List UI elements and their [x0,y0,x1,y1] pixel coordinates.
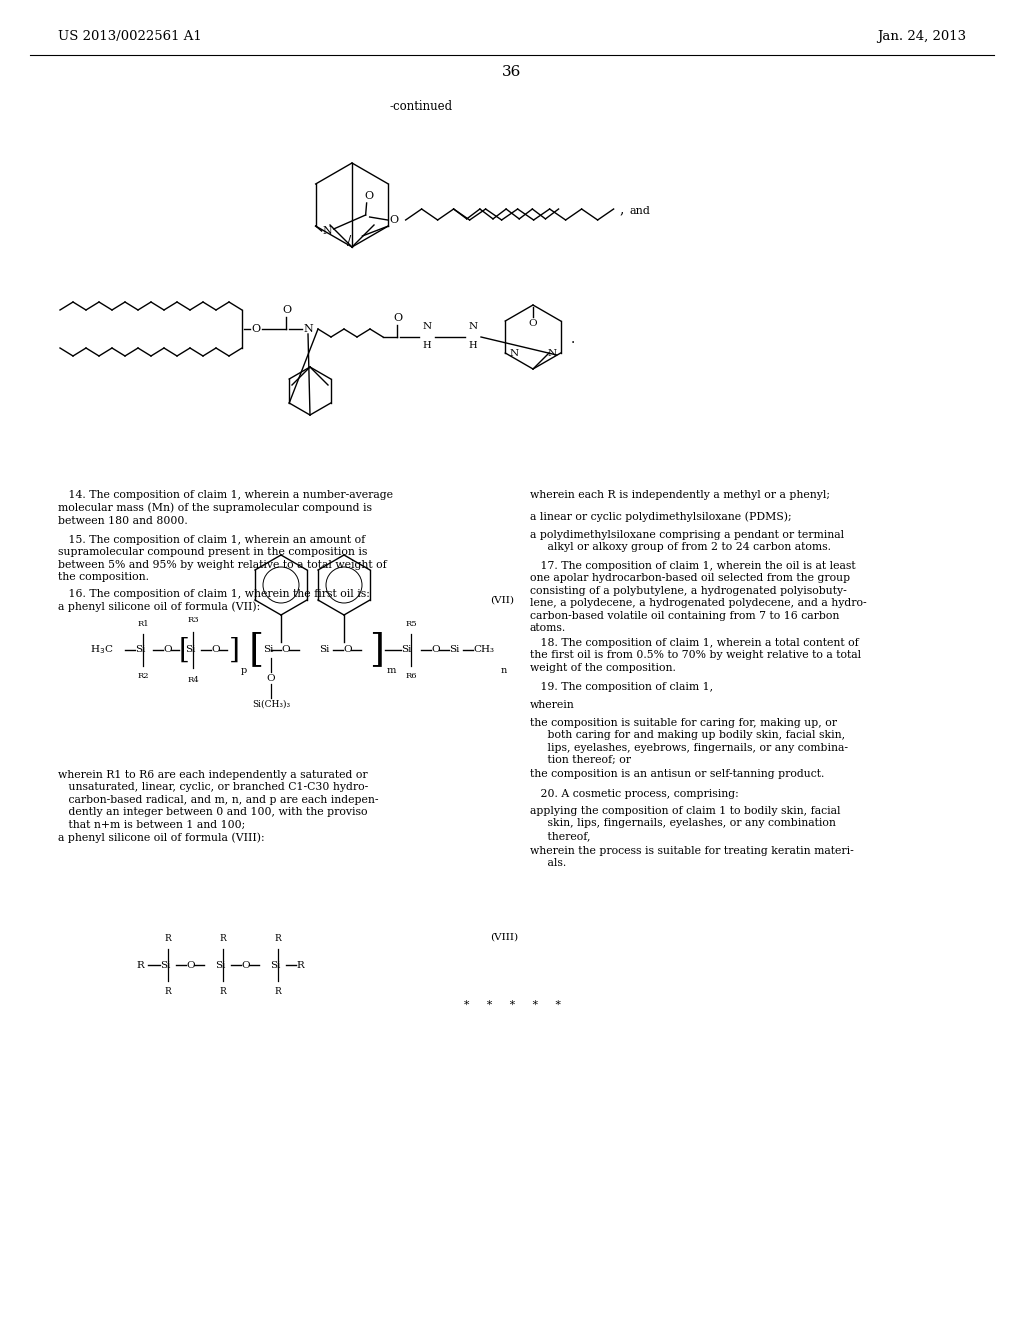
Text: 19. The composition of claim 1,: 19. The composition of claim 1, [530,682,713,692]
Text: m: m [387,667,396,675]
Text: R5: R5 [406,620,417,628]
Text: O: O [241,961,250,969]
Text: R4: R4 [187,676,199,684]
Text: R1: R1 [137,620,148,628]
Text: the composition is an antisun or self-tanning product.: the composition is an antisun or self-ta… [530,770,824,779]
Text: O: O [365,191,373,201]
Text: R: R [274,987,282,997]
Text: N: N [323,226,333,236]
Text: /: / [347,235,351,248]
Text: N: N [303,323,313,334]
Text: R: R [219,935,226,942]
Text: H: H [423,341,431,350]
Text: the composition is suitable for caring for, making up, or
     both caring for a: the composition is suitable for caring f… [530,718,848,766]
Text: O: O [343,645,351,655]
Text: 14. The composition of claim 1, wherein a number-average
molecular mass (Mn) of : 14. The composition of claim 1, wherein … [58,490,393,525]
Text: O: O [186,961,195,969]
Text: a polydimethylsiloxane comprising a pendant or terminal
     alkyl or alkoxy gro: a polydimethylsiloxane comprising a pend… [530,531,844,552]
Text: a linear or cyclic polydimethylsiloxane (PDMS);: a linear or cyclic polydimethylsiloxane … [530,511,792,521]
Text: Jan. 24, 2013: Jan. 24, 2013 [877,30,966,44]
Text: -continued: -continued [390,100,454,114]
Text: (VIII): (VIII) [490,932,518,941]
Text: Si: Si [449,645,460,655]
Text: US 2013/0022561 A1: US 2013/0022561 A1 [58,30,202,44]
Text: 15. The composition of claim 1, wherein an amount of
supramolecular compound pre: 15. The composition of claim 1, wherein … [58,535,387,582]
Text: O: O [211,645,219,655]
Text: R2: R2 [137,672,148,680]
Text: O: O [389,215,398,224]
Text: [: [ [249,631,264,668]
Text: [: [ [179,636,189,664]
Text: 16. The composition of claim 1, wherein the first oil is:
a phenyl silicone oil : 16. The composition of claim 1, wherein … [58,589,370,612]
Text: O: O [281,645,290,655]
Text: O: O [431,645,439,655]
Text: 17. The composition of claim 1, wherein the oil is at least
one apolar hydrocarb: 17. The composition of claim 1, wherein … [530,561,866,634]
Text: Si: Si [270,961,281,969]
Text: 20. A cosmetic process, comprising:: 20. A cosmetic process, comprising: [530,789,738,799]
Text: Si: Si [160,961,170,969]
Text: Si(CH₃)₃: Si(CH₃)₃ [252,700,290,709]
Text: 36: 36 [503,65,521,79]
Text: Si: Si [215,961,225,969]
Text: .: . [571,333,575,346]
Text: Si: Si [319,645,330,655]
Text: O: O [283,305,292,315]
Text: wherein the process is suitable for treating keratin materi-
     als.: wherein the process is suitable for trea… [530,846,854,869]
Text: N: N [509,348,518,358]
Text: R6: R6 [406,672,417,680]
Text: ]: ] [369,631,384,668]
Text: R: R [136,961,144,969]
Text: O: O [252,323,260,334]
Text: *     *     *     *     *: * * * * * [464,1001,560,1010]
Text: N: N [423,322,431,331]
Text: R: R [165,935,171,942]
Text: R: R [219,987,226,997]
Text: O: O [266,675,275,682]
Text: Si: Si [185,645,196,655]
Text: H: H [469,341,477,350]
Text: N: N [468,322,477,331]
Text: p: p [241,667,247,675]
Text: R: R [296,961,304,969]
Text: CH₃: CH₃ [473,645,494,655]
Text: applying the composition of claim 1 to bodily skin, facial
     skin, lips, fing: applying the composition of claim 1 to b… [530,807,841,841]
Text: O: O [163,645,172,655]
Text: wherein each R is independently a methyl or a phenyl;: wherein each R is independently a methyl… [530,490,830,500]
Text: ,: , [620,202,624,216]
Text: Si: Si [401,645,412,655]
Text: N: N [548,348,557,358]
Text: O: O [528,319,538,327]
Text: R: R [274,935,282,942]
Text: wherein: wherein [530,700,574,710]
Text: and: and [630,206,650,216]
Text: ]: ] [229,636,240,664]
Text: R3: R3 [187,616,199,624]
Text: Si: Si [135,645,145,655]
Text: O: O [393,313,402,323]
Text: (VII): (VII) [490,595,514,605]
Text: R: R [165,987,171,997]
Text: 18. The composition of claim 1, wherein a total content of
the first oil is from: 18. The composition of claim 1, wherein … [530,638,861,673]
Text: H$_3$C: H$_3$C [90,644,114,656]
Text: Si: Si [263,645,273,655]
Text: wherein R1 to R6 are each independently a saturated or
   unsaturated, linear, c: wherein R1 to R6 are each independently … [58,770,379,842]
Text: n: n [501,667,507,675]
